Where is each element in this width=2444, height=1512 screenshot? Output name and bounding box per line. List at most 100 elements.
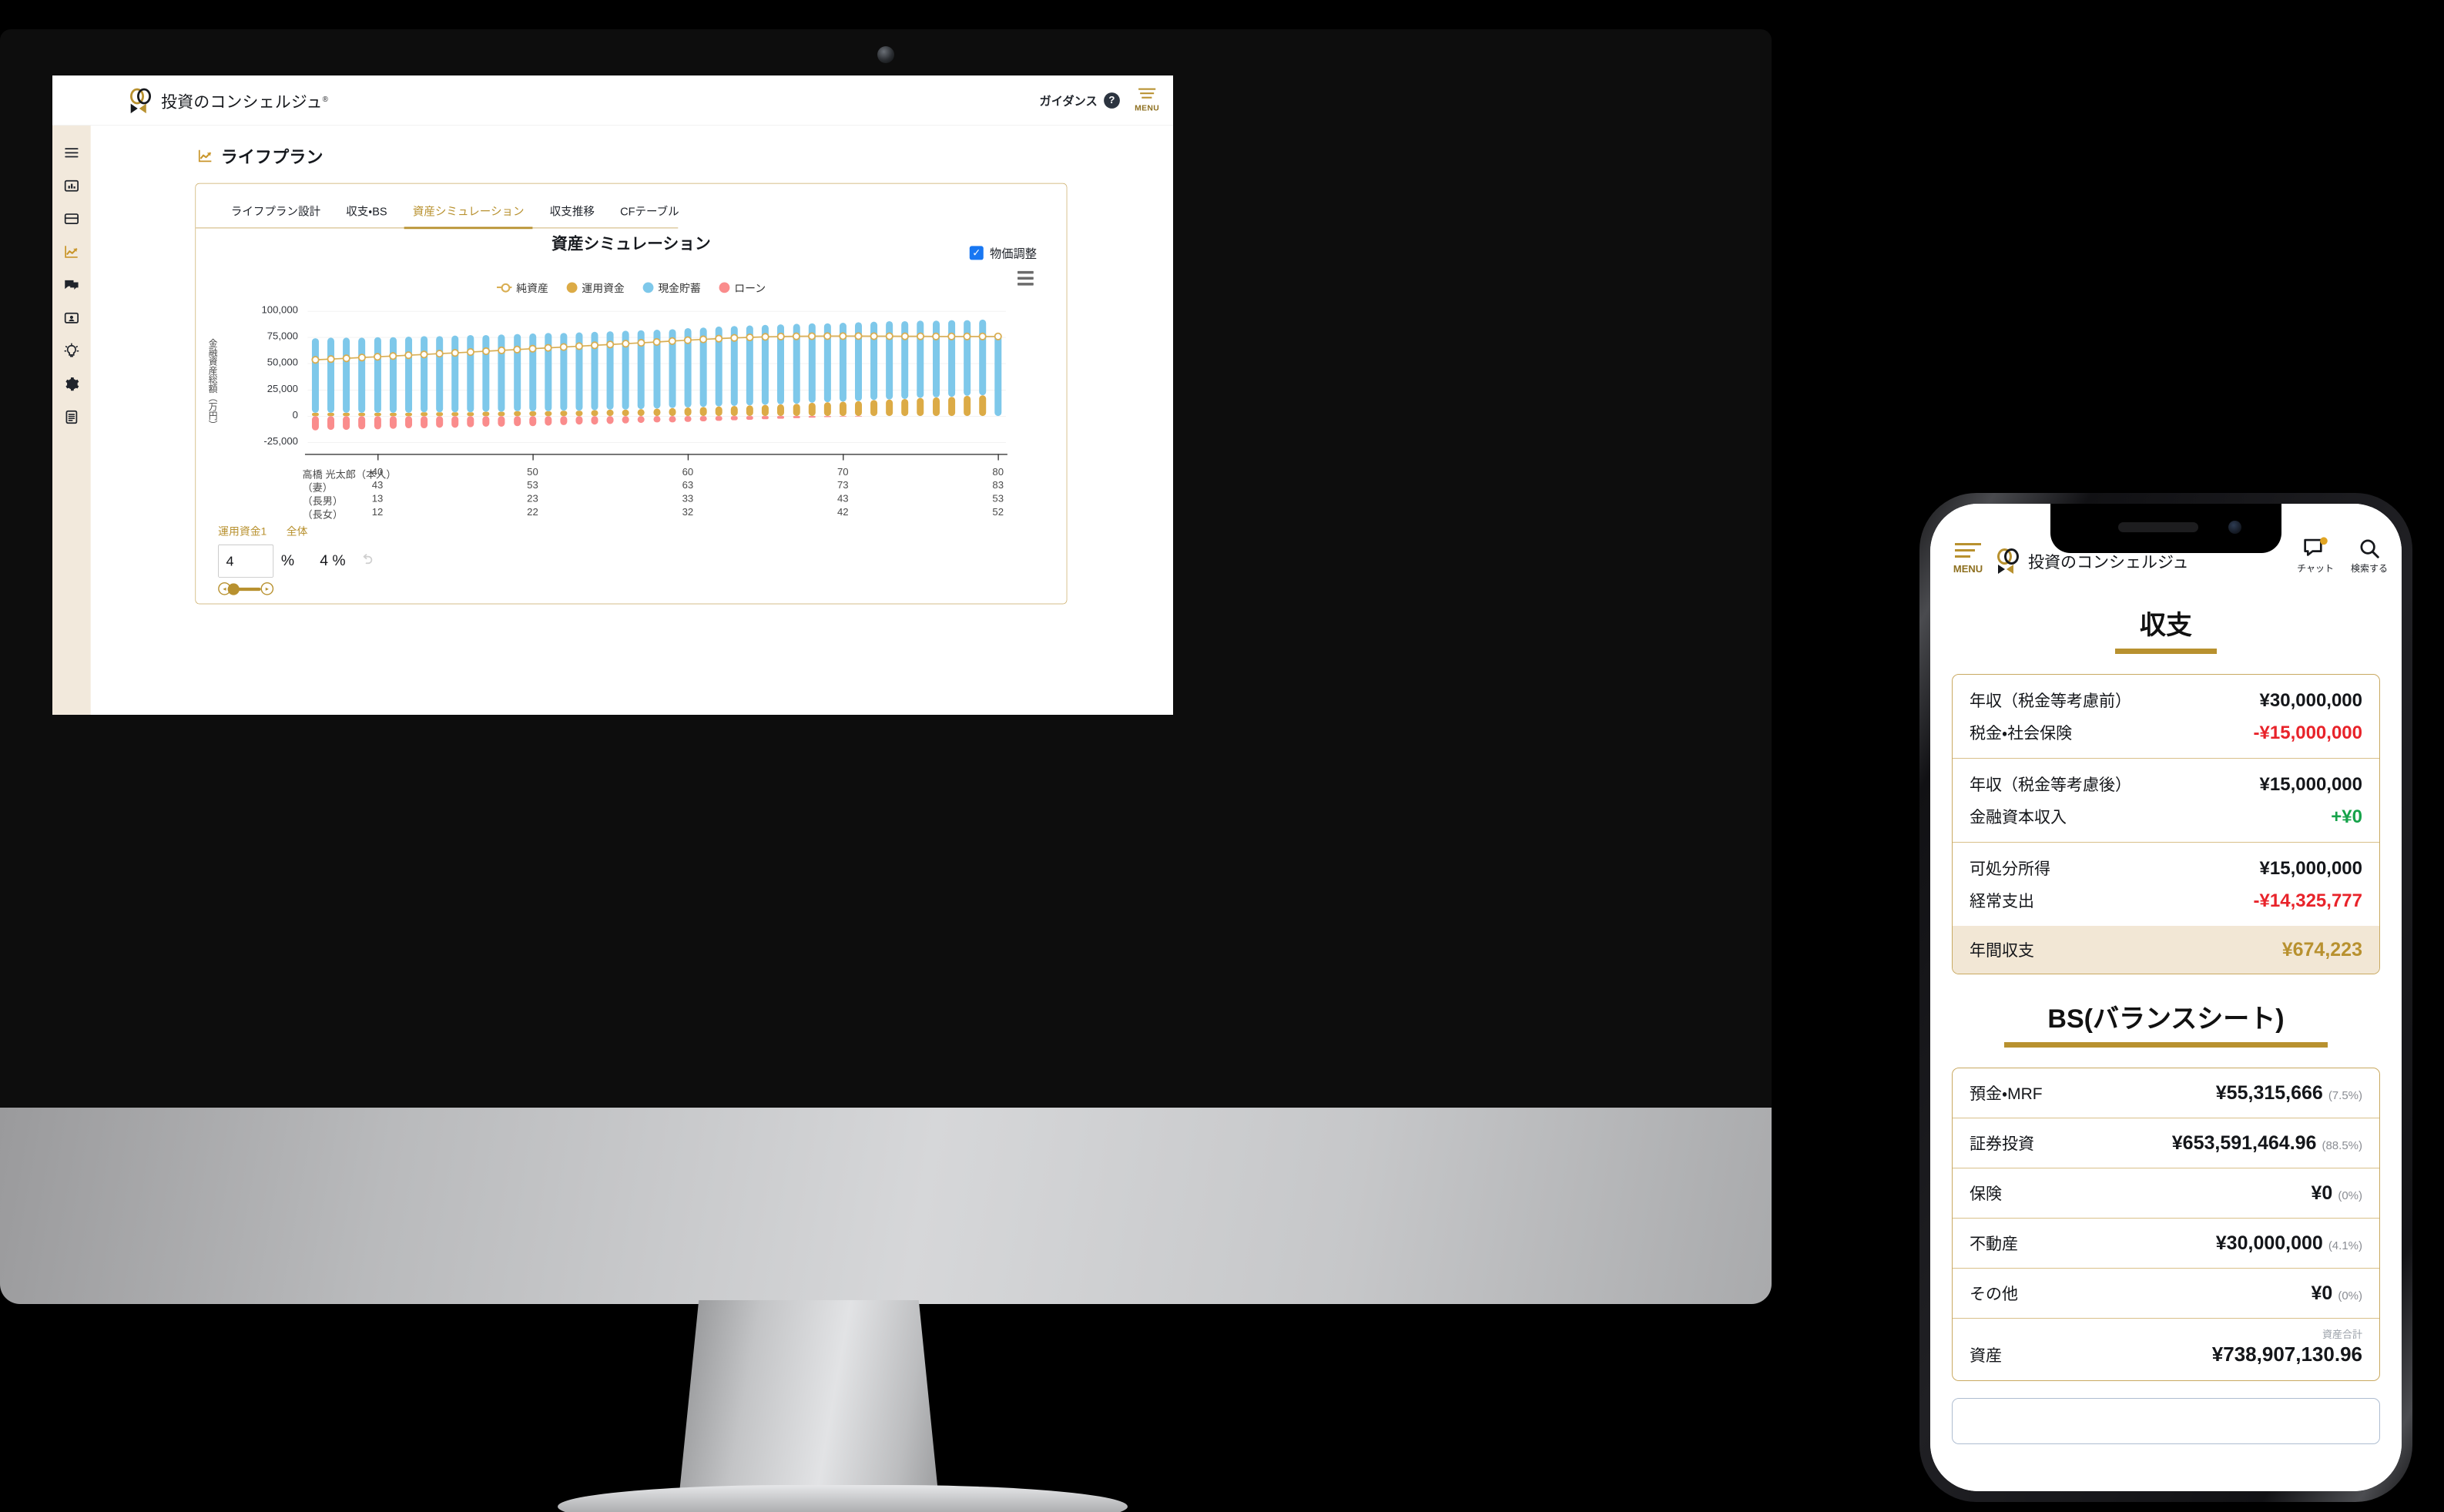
- bar-cash[interactable]: [560, 332, 568, 411]
- networth-point-marker[interactable]: [978, 332, 987, 340]
- bar-investment[interactable]: [451, 412, 459, 416]
- tab-income-bs[interactable]: 収支・BS: [346, 205, 387, 218]
- bar-investment[interactable]: [947, 396, 955, 416]
- bar-cash[interactable]: [404, 336, 412, 413]
- bar-cash[interactable]: [358, 337, 366, 414]
- bar-cash[interactable]: [901, 320, 909, 399]
- networth-point-marker[interactable]: [652, 337, 661, 347]
- sidebar-item-ideas[interactable]: [62, 342, 81, 360]
- bar-cash[interactable]: [482, 334, 490, 412]
- bar-investment[interactable]: [575, 410, 583, 416]
- networth-point-marker[interactable]: [932, 332, 940, 340]
- bar-cash[interactable]: [979, 319, 987, 396]
- sidebar-item-reports[interactable]: [62, 408, 81, 427]
- networth-point-marker[interactable]: [451, 349, 459, 357]
- bar-loan[interactable]: [404, 415, 412, 429]
- networth-point-marker[interactable]: [559, 343, 568, 351]
- bar-loan[interactable]: [358, 415, 366, 430]
- tab-asset-simulation[interactable]: 資産シミュレーション: [400, 203, 537, 230]
- bar-cash[interactable]: [513, 334, 521, 412]
- undo-arrow-icon[interactable]: [358, 552, 374, 571]
- networth-point-marker[interactable]: [342, 354, 350, 363]
- networth-point-marker[interactable]: [311, 356, 320, 364]
- bar-investment[interactable]: [901, 398, 909, 416]
- bar-cash[interactable]: [606, 331, 614, 411]
- bar-cash[interactable]: [823, 323, 831, 403]
- bar-loan[interactable]: [622, 415, 629, 424]
- networth-point-marker[interactable]: [683, 336, 692, 344]
- bar-cash[interactable]: [669, 329, 676, 409]
- networth-point-marker[interactable]: [776, 332, 785, 340]
- bar-investment[interactable]: [808, 403, 816, 416]
- bar-investment[interactable]: [327, 413, 335, 416]
- bar-investment[interactable]: [545, 411, 552, 416]
- networth-point-marker[interactable]: [606, 340, 615, 349]
- networth-point-marker[interactable]: [544, 344, 552, 352]
- bar-loan[interactable]: [591, 415, 598, 424]
- bar-cash[interactable]: [886, 321, 893, 400]
- bar-cash[interactable]: [374, 337, 381, 413]
- networth-point-marker[interactable]: [885, 332, 893, 340]
- phone-menu-button[interactable]: MENU: [1944, 541, 1992, 575]
- tab-lifeplan-design[interactable]: ライフプラン設計: [230, 205, 321, 218]
- bar-investment[interactable]: [684, 407, 692, 416]
- bar-loan[interactable]: [482, 415, 490, 427]
- bar-cash[interactable]: [777, 324, 785, 404]
- bar-loan[interactable]: [389, 415, 397, 429]
- bar-cash[interactable]: [653, 329, 661, 409]
- bar-loan[interactable]: [374, 415, 381, 430]
- bar-investment[interactable]: [343, 413, 350, 416]
- bar-investment[interactable]: [374, 412, 381, 416]
- bar-cash[interactable]: [932, 320, 940, 397]
- bar-investment[interactable]: [730, 406, 738, 416]
- bar-cash[interactable]: [528, 333, 536, 411]
- rate-input[interactable]: 4: [218, 544, 274, 578]
- bar-loan[interactable]: [327, 415, 335, 431]
- networth-point-marker[interactable]: [746, 333, 754, 342]
- bar-investment[interactable]: [854, 401, 862, 416]
- bar-cash[interactable]: [994, 335, 1002, 416]
- bar-loan[interactable]: [793, 415, 800, 418]
- bar-cash[interactable]: [762, 324, 769, 405]
- bar-cash[interactable]: [715, 326, 722, 407]
- bar-loan[interactable]: [575, 415, 583, 425]
- bar-loan[interactable]: [730, 415, 738, 421]
- menu-button[interactable]: MENU: [1135, 88, 1159, 112]
- networth-point-marker[interactable]: [404, 351, 413, 360]
- bar-cash[interactable]: [839, 322, 847, 402]
- bar-investment[interactable]: [777, 404, 785, 416]
- bar-investment[interactable]: [793, 403, 800, 416]
- bar-investment[interactable]: [622, 409, 629, 416]
- bar-investment[interactable]: [404, 412, 412, 416]
- bar-loan[interactable]: [823, 415, 831, 417]
- bar-cash[interactable]: [545, 333, 552, 411]
- bar-investment[interactable]: [963, 395, 971, 416]
- networth-point-marker[interactable]: [963, 332, 971, 340]
- bar-cash[interactable]: [808, 324, 816, 404]
- bar-cash[interactable]: [963, 320, 971, 396]
- bar-investment[interactable]: [606, 410, 614, 416]
- bar-investment[interactable]: [591, 410, 598, 416]
- networth-point-marker[interactable]: [823, 332, 832, 340]
- bar-cash[interactable]: [622, 330, 629, 410]
- bar-loan[interactable]: [699, 415, 707, 422]
- bar-cash[interactable]: [684, 328, 692, 408]
- bar-investment[interactable]: [560, 411, 568, 416]
- bar-investment[interactable]: [482, 411, 490, 416]
- bar-loan[interactable]: [311, 415, 319, 431]
- bar-loan[interactable]: [343, 415, 350, 430]
- bar-investment[interactable]: [467, 411, 474, 416]
- networth-point-marker[interactable]: [916, 332, 925, 340]
- bar-loan[interactable]: [513, 415, 521, 427]
- networth-point-marker[interactable]: [466, 348, 474, 357]
- bar-loan[interactable]: [545, 415, 552, 426]
- bar-loan[interactable]: [715, 415, 722, 421]
- bar-cash[interactable]: [730, 326, 738, 407]
- bar-investment[interactable]: [699, 407, 707, 416]
- networth-point-marker[interactable]: [374, 353, 382, 361]
- networth-point-marker[interactable]: [327, 355, 335, 364]
- networth-point-marker[interactable]: [622, 340, 630, 348]
- sidebar-item-assets[interactable]: [62, 210, 81, 228]
- bar-investment[interactable]: [870, 400, 878, 416]
- networth-point-marker[interactable]: [715, 334, 723, 343]
